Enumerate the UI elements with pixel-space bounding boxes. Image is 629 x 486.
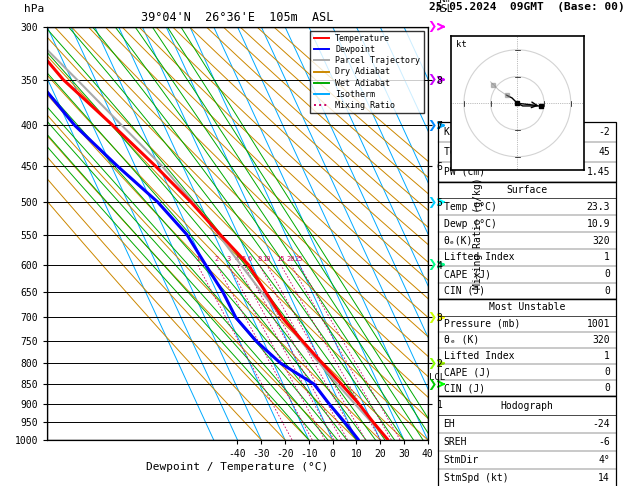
Text: 0: 0 xyxy=(604,286,610,296)
Title: 39°04'N  26°36'E  105m  ASL: 39°04'N 26°36'E 105m ASL xyxy=(142,11,333,24)
Text: ❯: ❯ xyxy=(427,358,437,369)
Text: 20: 20 xyxy=(287,257,295,262)
Text: Temp (°C): Temp (°C) xyxy=(443,202,496,212)
Text: hPa: hPa xyxy=(25,4,45,14)
Text: 25: 25 xyxy=(295,257,303,262)
Text: StmDir: StmDir xyxy=(443,455,479,465)
Bar xyxy=(438,299,616,397)
Text: LCL: LCL xyxy=(429,373,445,382)
Text: SREH: SREH xyxy=(443,437,467,447)
Text: Lifted Index: Lifted Index xyxy=(443,252,514,262)
Text: 23.3: 23.3 xyxy=(586,202,610,212)
Text: 1: 1 xyxy=(604,252,610,262)
Text: CIN (J): CIN (J) xyxy=(443,286,485,296)
Text: Pressure (mb): Pressure (mb) xyxy=(443,319,520,329)
Text: -6: -6 xyxy=(598,437,610,447)
Text: 5: 5 xyxy=(242,257,246,262)
Text: 320: 320 xyxy=(593,236,610,245)
Text: CAPE (J): CAPE (J) xyxy=(443,269,491,279)
Text: kt: kt xyxy=(456,40,467,49)
X-axis label: Dewpoint / Temperature (°C): Dewpoint / Temperature (°C) xyxy=(147,462,328,471)
Text: -2: -2 xyxy=(598,127,610,137)
Text: Hodograph: Hodograph xyxy=(500,400,553,411)
Text: 10.9: 10.9 xyxy=(586,219,610,229)
Text: 1: 1 xyxy=(604,351,610,361)
Text: 4°: 4° xyxy=(598,455,610,465)
Text: -24: -24 xyxy=(593,419,610,429)
Text: 0: 0 xyxy=(604,383,610,393)
Text: Dewp (°C): Dewp (°C) xyxy=(443,219,496,229)
Text: CAPE (J): CAPE (J) xyxy=(443,367,491,377)
Text: CIN (J): CIN (J) xyxy=(443,383,485,393)
Text: ❯: ❯ xyxy=(427,259,437,270)
Legend: Temperature, Dewpoint, Parcel Trajectory, Dry Adiabat, Wet Adiabat, Isotherm, Mi: Temperature, Dewpoint, Parcel Trajectory… xyxy=(310,31,423,113)
Text: K: K xyxy=(443,127,449,137)
Text: ❯: ❯ xyxy=(427,379,437,390)
Text: 15: 15 xyxy=(276,257,285,262)
Text: ❯: ❯ xyxy=(427,196,437,208)
Text: ❯: ❯ xyxy=(427,21,437,32)
Text: 6: 6 xyxy=(248,257,252,262)
Text: 2: 2 xyxy=(214,257,218,262)
Text: 25.05.2024  09GMT  (Base: 00): 25.05.2024 09GMT (Base: 00) xyxy=(429,2,625,12)
Text: EH: EH xyxy=(443,419,455,429)
Text: 45: 45 xyxy=(598,147,610,156)
Text: 1: 1 xyxy=(195,257,199,262)
Text: 10: 10 xyxy=(262,257,271,262)
Bar xyxy=(438,182,616,299)
Text: PW (cm): PW (cm) xyxy=(443,167,485,176)
Text: 14: 14 xyxy=(598,473,610,483)
Text: Mixing Ratio (g/kg): Mixing Ratio (g/kg) xyxy=(474,177,483,289)
Text: Lifted Index: Lifted Index xyxy=(443,351,514,361)
Text: 8: 8 xyxy=(257,257,261,262)
Text: 0: 0 xyxy=(604,367,610,377)
Text: 320: 320 xyxy=(593,335,610,345)
Text: 3: 3 xyxy=(226,257,230,262)
Text: ❯: ❯ xyxy=(427,312,437,323)
Text: ❯: ❯ xyxy=(427,120,437,131)
Text: km
ASL: km ASL xyxy=(436,0,454,14)
Bar xyxy=(438,122,616,182)
Bar xyxy=(438,397,616,486)
Text: 0: 0 xyxy=(604,269,610,279)
Text: θₑ (K): θₑ (K) xyxy=(443,335,479,345)
Text: ❯: ❯ xyxy=(427,74,437,85)
Text: Totals Totals: Totals Totals xyxy=(443,147,520,156)
Text: 4: 4 xyxy=(235,257,239,262)
Text: StmSpd (kt): StmSpd (kt) xyxy=(443,473,508,483)
Text: Surface: Surface xyxy=(506,185,547,195)
Text: 1001: 1001 xyxy=(586,319,610,329)
Text: θₑ(K): θₑ(K) xyxy=(443,236,473,245)
Text: Most Unstable: Most Unstable xyxy=(489,302,565,312)
Text: 1.45: 1.45 xyxy=(586,167,610,176)
